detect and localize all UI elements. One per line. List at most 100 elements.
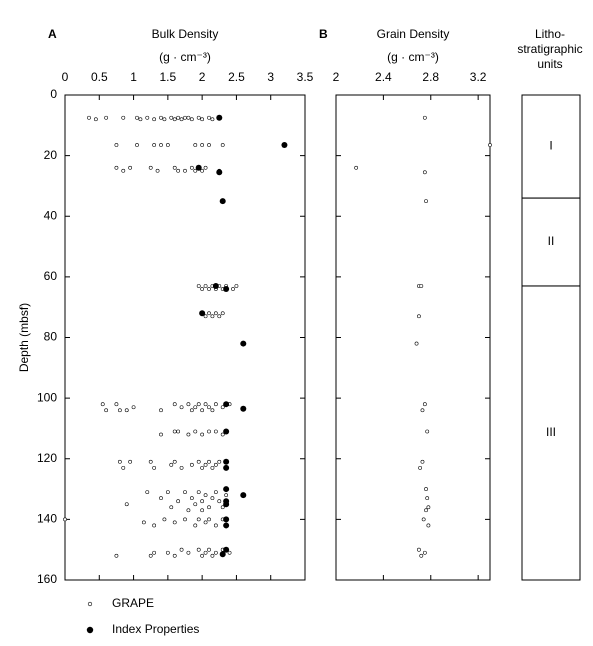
data-point: [199, 310, 206, 317]
y-tick-label: 80: [44, 330, 58, 344]
data-point: [231, 287, 235, 291]
data-point: [422, 170, 427, 175]
data-point: [179, 547, 184, 552]
data-point: [419, 284, 424, 288]
data-point: [183, 490, 187, 494]
data-point: [240, 340, 247, 347]
data-point: [424, 487, 428, 491]
data-point: [425, 429, 430, 434]
data-point: [488, 143, 492, 147]
data-point: [424, 199, 428, 203]
legend-marker: [87, 601, 93, 607]
panel-label: A: [48, 27, 57, 41]
data-point: [189, 462, 194, 467]
data-point: [213, 402, 218, 407]
data-point: [186, 432, 191, 437]
data-point: [200, 508, 205, 513]
data-point: [200, 117, 205, 122]
data-point: [220, 505, 225, 510]
data-point: [172, 117, 177, 122]
data-point: [124, 408, 129, 413]
data-point: [176, 168, 181, 173]
data-point: [203, 520, 208, 525]
data-point: [224, 493, 229, 498]
data-point: [203, 402, 208, 407]
data-point: [417, 547, 421, 552]
data-point: [104, 408, 109, 413]
data-point: [426, 523, 431, 528]
data-point: [210, 408, 215, 413]
data-point: [210, 314, 215, 319]
data-point: [207, 547, 211, 552]
data-point: [169, 505, 174, 510]
data-point: [200, 168, 205, 173]
data-point: [210, 465, 215, 470]
data-point: [159, 115, 163, 120]
data-point: [203, 550, 208, 555]
data-point: [152, 143, 157, 147]
chart-title: Bulk Density: [152, 27, 219, 41]
data-point: [179, 117, 184, 122]
data-point: [200, 499, 205, 504]
data-point: [114, 165, 119, 170]
data-point: [213, 490, 218, 494]
data-point: [193, 429, 198, 434]
data-point: [220, 432, 225, 437]
units-header: Litho-: [535, 27, 565, 41]
data-point: [422, 402, 427, 407]
x-axis-label: (g · cm⁻³): [387, 50, 439, 64]
x-tick-label: 2.5: [228, 70, 245, 84]
data-point: [189, 408, 194, 413]
data-point: [159, 143, 163, 147]
data-point: [216, 169, 223, 176]
data-point: [141, 520, 146, 525]
x-tick-label: 0: [62, 70, 69, 84]
data-point: [117, 408, 122, 413]
data-point: [210, 117, 215, 122]
unit-label: I: [549, 139, 552, 153]
x-tick-label: 1: [130, 70, 137, 84]
x-tick-label: 2: [333, 70, 340, 84]
data-point: [223, 522, 230, 529]
data-point: [159, 496, 163, 501]
legend-marker: [86, 626, 94, 634]
data-point: [169, 462, 174, 467]
data-point: [186, 402, 191, 407]
data-point: [216, 114, 223, 121]
legend-label: Index Properties: [112, 622, 199, 636]
data-point: [426, 505, 431, 510]
data-point: [195, 164, 202, 171]
data-point: [420, 459, 425, 464]
data-point: [207, 517, 211, 522]
data-point: [203, 165, 208, 170]
data-point: [121, 115, 126, 120]
data-point: [207, 115, 211, 120]
data-point: [223, 401, 230, 408]
data-point: [240, 405, 247, 412]
data-point: [124, 502, 129, 507]
data-point: [200, 432, 205, 437]
units-header: stratigraphic: [517, 42, 582, 56]
data-point: [220, 405, 225, 410]
data-point: [219, 551, 226, 558]
data-point: [223, 486, 230, 493]
legend-label: GRAPE: [112, 596, 154, 610]
data-point: [213, 311, 218, 316]
data-point: [421, 517, 426, 522]
data-point: [148, 553, 153, 558]
data-point: [196, 547, 201, 552]
data-point: [210, 553, 215, 558]
data-point: [213, 462, 218, 467]
data-point: [162, 517, 167, 522]
x-axis-label: (g · cm⁻³): [159, 50, 211, 64]
y-tick-label: 120: [37, 451, 57, 465]
data-point: [223, 501, 230, 508]
data-point: [419, 553, 424, 558]
y-tick-label: 0: [50, 87, 57, 101]
data-point: [223, 516, 230, 523]
y-tick-label: 40: [44, 208, 58, 222]
data-point: [172, 520, 177, 525]
data-point: [217, 459, 222, 464]
data-point: [417, 314, 421, 319]
